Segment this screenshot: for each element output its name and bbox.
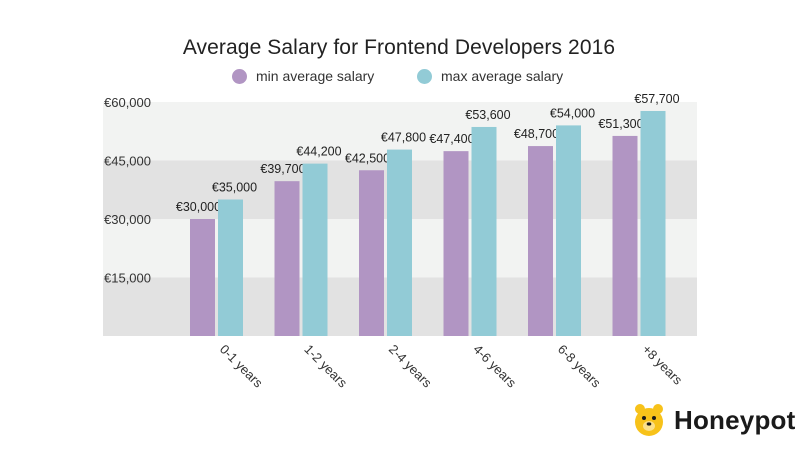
bar-max [302, 163, 328, 336]
bar-min [528, 146, 553, 336]
data-label-min: €30,000 [176, 200, 221, 214]
bar-min [274, 181, 300, 336]
data-label-max: €54,000 [550, 106, 595, 120]
data-label-min: €42,500 [345, 151, 390, 165]
data-label-max: €47,800 [381, 131, 426, 145]
bar-min [190, 219, 215, 336]
legend-item-min: min average salary [232, 68, 374, 84]
x-tick-label: 6-8 years [555, 342, 604, 391]
x-tick-label: +8 years [639, 342, 685, 388]
y-tick-label: €15,000 [104, 271, 151, 286]
data-label-max: €57,700 [634, 92, 679, 106]
bar-min [612, 135, 638, 336]
brand-name: Honeypot [674, 404, 796, 435]
bar-max [471, 126, 497, 337]
x-tick-label: 4-6 years [470, 342, 519, 391]
data-label-min: €48,700 [514, 127, 559, 141]
bear-icon [635, 404, 663, 436]
data-label-min: €51,300 [598, 117, 643, 131]
data-label-min: €39,700 [260, 162, 305, 176]
y-tick-label: €45,000 [104, 154, 151, 169]
bar-max [387, 149, 412, 336]
y-tick-label: €30,000 [104, 212, 151, 227]
data-label-max: €35,000 [212, 181, 257, 195]
legend-item-max: max average salary [417, 68, 563, 84]
data-label-min: €47,400 [429, 132, 474, 146]
x-tick-label: 2-4 years [386, 342, 435, 391]
data-label-max: €44,200 [296, 145, 341, 159]
bar-max [640, 110, 666, 336]
chart-title: Average Salary for Frontend Developers 2… [182, 36, 616, 59]
legend-label-min: min average salary [256, 68, 375, 84]
brand-logo: Honeypot [633, 403, 795, 437]
bar-max [218, 199, 243, 336]
x-tick-label: 1-2 years [301, 342, 350, 391]
legend-label-max: max average salary [441, 68, 564, 84]
bar-min [443, 151, 469, 336]
legend-swatch-min [232, 68, 247, 84]
y-tick-label: €60,000 [104, 95, 151, 110]
bar-min [359, 170, 384, 336]
data-label-max: €53,600 [465, 108, 510, 122]
bar-max [556, 125, 581, 337]
x-tick-label: 0-1 years [217, 342, 266, 391]
legend-swatch-max [417, 68, 432, 84]
